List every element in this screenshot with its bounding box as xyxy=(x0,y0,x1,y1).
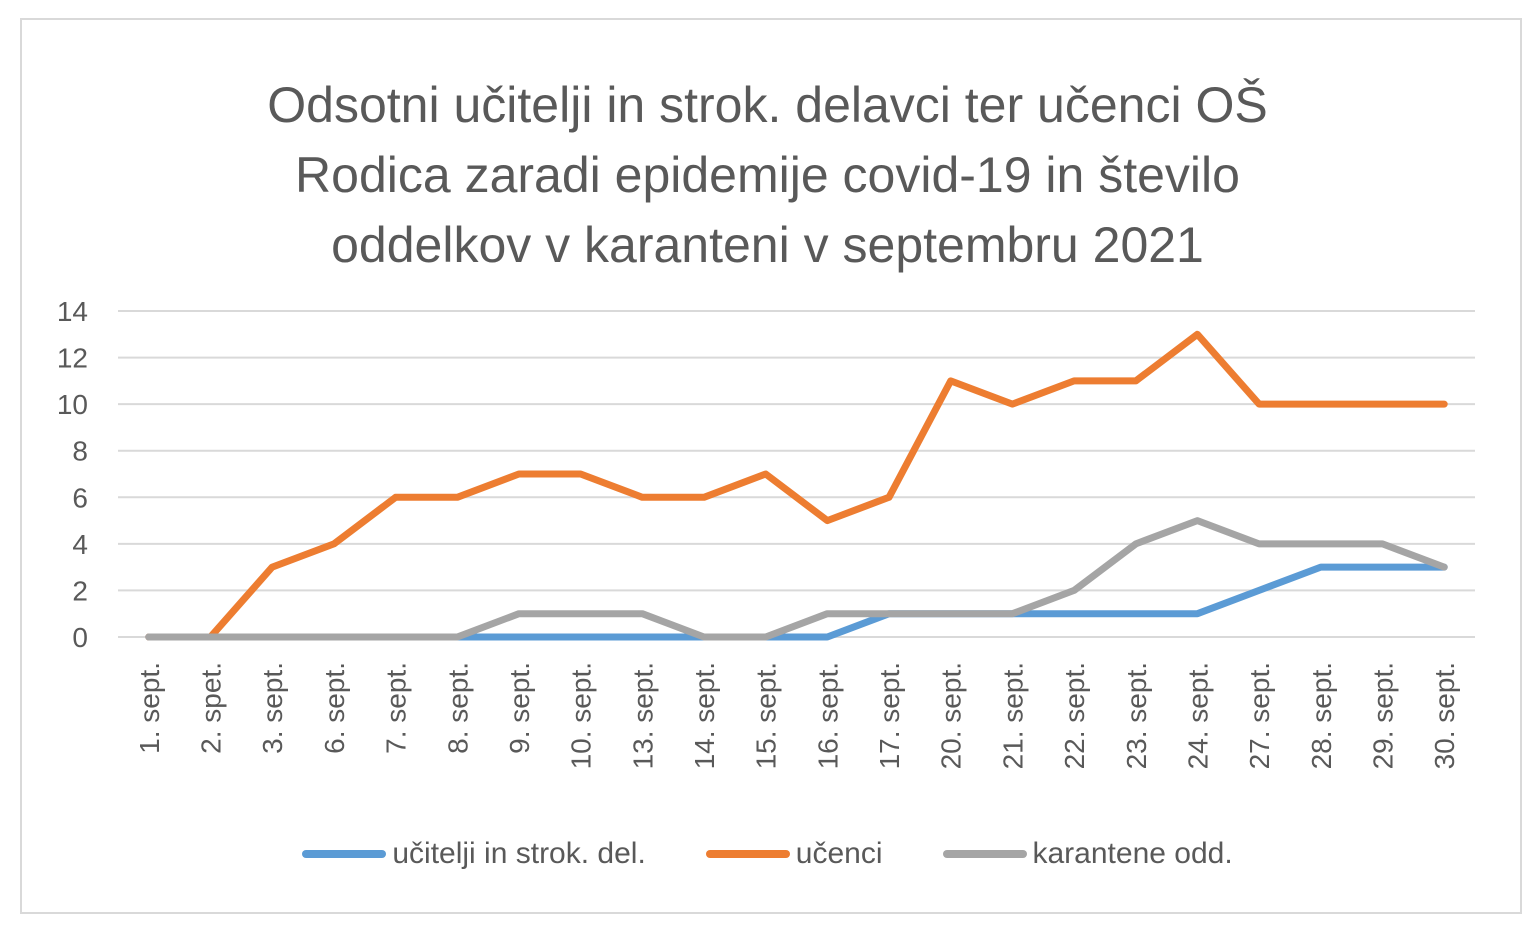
chart-frame xyxy=(20,18,1522,914)
x-tick-label: 29. sept. xyxy=(1367,662,1398,769)
x-tick-label: 1. sept. xyxy=(134,662,165,754)
legend-item-ucitelji: učitelji in strok. del. xyxy=(302,837,646,871)
chart-title-line-2: Rodica zaradi epidemije covid-19 in štev… xyxy=(295,147,1240,203)
y-tick-label: 4 xyxy=(72,529,88,560)
legend-item-karantene: karantene odd. xyxy=(942,837,1233,871)
chart-title-line-3: oddelkov v karanteni v septembru 2021 xyxy=(331,217,1204,273)
y-axis-tick-labels: 0 2 4 6 8 10 12 14 xyxy=(57,296,88,653)
x-tick-label: 28. sept. xyxy=(1306,662,1337,769)
x-tick-label: 27. sept. xyxy=(1244,662,1275,769)
legend: učitelji in strok. del. učenci karantene… xyxy=(0,832,1535,876)
legend-label-ucenci: učenci xyxy=(795,837,883,870)
y-tick-label: 14 xyxy=(57,296,88,327)
x-tick-label: 14. sept. xyxy=(689,662,720,769)
x-tick-label: 8. sept. xyxy=(442,662,473,754)
x-tick-label: 9. sept. xyxy=(504,662,535,754)
legend-label-karantene: karantene odd. xyxy=(1032,837,1233,870)
legend-swatch-ucitelji xyxy=(302,850,387,858)
x-tick-label: 22. sept. xyxy=(1059,662,1090,769)
chart-title: Odsotni učitelji in strok. delavci ter u… xyxy=(0,70,1535,280)
x-tick-label: 3. sept. xyxy=(257,662,288,754)
y-tick-label: 12 xyxy=(57,343,88,374)
legend-swatch-ucenci xyxy=(705,850,790,858)
series-line-2 xyxy=(145,517,1448,641)
x-tick-label: 10. sept. xyxy=(566,662,597,769)
x-tick-label: 16. sept. xyxy=(812,662,843,769)
x-tick-label: 23. sept. xyxy=(1121,662,1152,769)
y-tick-label: 6 xyxy=(72,482,88,513)
x-tick-label: 30. sept. xyxy=(1429,662,1460,769)
x-tick-label: 24. sept. xyxy=(1182,662,1213,769)
x-tick-label: 21. sept. xyxy=(997,662,1028,769)
legend-label-ucitelji: učitelji in strok. del. xyxy=(392,837,646,870)
legend-item-ucenci: učenci xyxy=(705,837,883,871)
x-axis-tick-labels: 1. sept. 2. spet. 3. sept. 6. sept. 7. sept.… xyxy=(134,662,1460,769)
y-tick-label: 2 xyxy=(72,575,88,606)
y-tick-label: 8 xyxy=(72,436,88,467)
series-lines xyxy=(145,330,1448,641)
series-line-1 xyxy=(145,330,1448,641)
x-tick-label: 7. sept. xyxy=(381,662,412,754)
y-tick-label: 0 xyxy=(72,622,88,653)
x-tick-label: 6. sept. xyxy=(319,662,350,754)
y-tick-label: 10 xyxy=(57,389,88,420)
x-tick-label: 20. sept. xyxy=(936,662,967,769)
x-tick-label: 2. spet. xyxy=(196,662,227,754)
x-tick-label: 17. sept. xyxy=(874,662,905,769)
x-tick-label: 13. sept. xyxy=(627,662,658,769)
x-tick-label: 15. sept. xyxy=(751,662,782,769)
legend-swatch-karantene xyxy=(942,850,1027,858)
chart-title-line-1: Odsotni učitelji in strok. delavci ter u… xyxy=(267,77,1268,133)
